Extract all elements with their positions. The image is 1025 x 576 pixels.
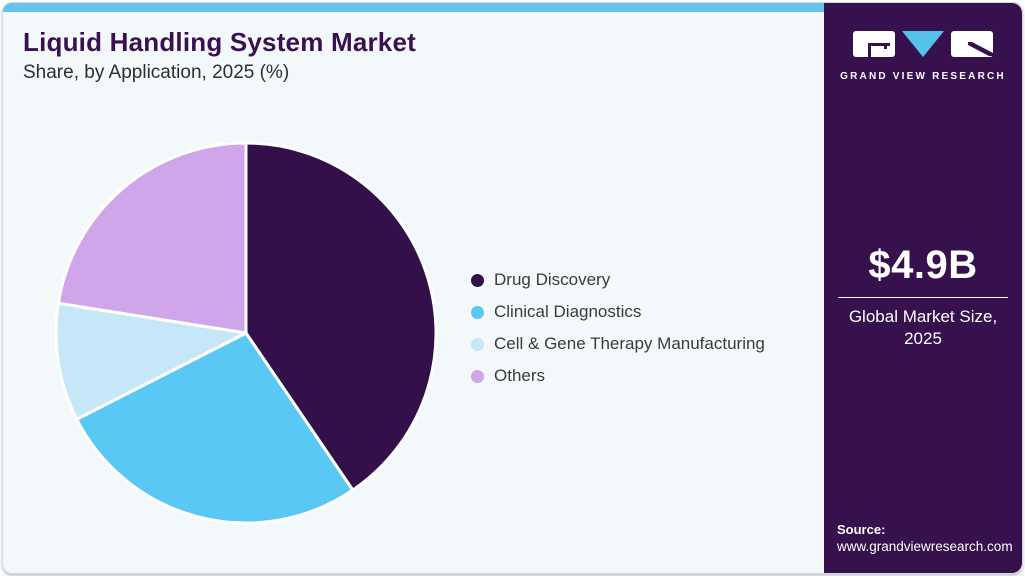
page-title: Liquid Handling System Market [23,27,416,57]
brand-logo: GRAND VIEW RESEARCH [824,31,1022,82]
legend-swatch-icon [471,337,484,351]
market-size-label-line2: 2025 [904,329,942,349]
brand-sidebar: GRAND VIEW RESEARCH $4.9B Global Market … [824,3,1022,573]
market-size-label: Global Market Size, 2025 [824,306,1022,351]
legend-item: Drug Discovery [471,270,765,289]
legend: Drug Discovery Clinical Diagnostics Cell &… [471,270,765,399]
market-size-label-line1: Global Market Size, [848,307,998,326]
page-subtitle: Share, by Application, 2025 (%) [23,62,290,83]
gvr-logo-icon [853,31,993,57]
legend-swatch-icon [471,273,484,287]
accent-top-bar [3,3,824,12]
market-size-stat: $4.9B Global Market Size, 2025 [824,243,1022,351]
pie-slice [75,331,355,525]
pie-chart [52,139,440,527]
legend-label: Others [494,366,546,385]
stat-divider [838,297,1008,298]
source-attribution: Source: www.grandviewresearch.com [837,522,1013,554]
legend-swatch-icon [471,369,484,383]
legend-label: Drug Discovery [494,270,611,289]
chart-header: Liquid Handling System Market Share, by … [23,27,416,84]
legend-item: Cell & Gene Therapy Manufacturing [471,334,765,353]
pie-slice [54,301,248,421]
market-size-value: $4.9B [868,243,978,287]
pie-chart-svg [54,141,438,525]
pie-slice [244,141,438,492]
brand-name: GRAND VIEW RESEARCH [840,71,1006,82]
pie-slice [56,141,248,335]
legend-label: Clinical Diagnostics [494,302,642,321]
chart-area: Liquid Handling System Market Share, by … [3,3,824,573]
legend-item: Clinical Diagnostics [471,302,765,321]
legend-item: Others [471,366,765,385]
source-label: Source: [837,522,886,537]
legend-label: Cell & Gene Therapy Manufacturing [494,334,765,353]
source-url: www.grandviewresearch.com [837,539,1013,554]
legend-swatch-icon [471,305,484,319]
